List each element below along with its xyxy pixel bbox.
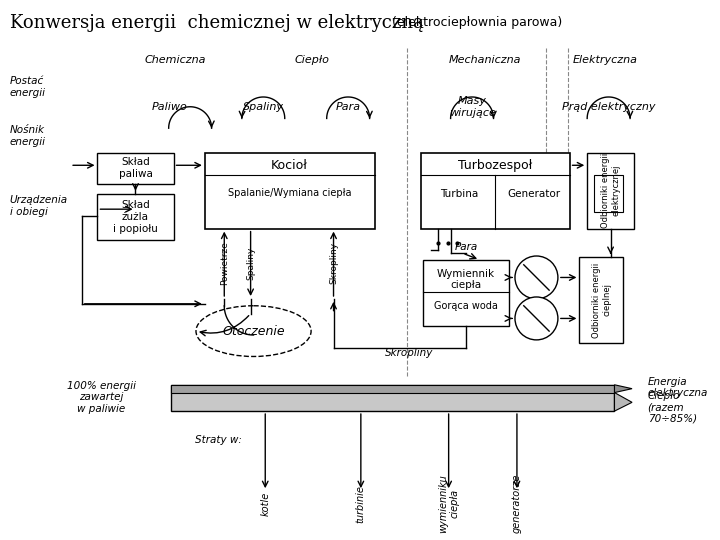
Text: Odbiorniki energii
elektrycznej: Odbiorniki energii elektrycznej [601, 153, 621, 228]
Bar [171, 385, 614, 393]
Text: Ciepło: Ciepło [294, 55, 330, 65]
Text: Paliwo: Paliwo [152, 102, 187, 112]
Text: Skład
paliwa: Skład paliwa [119, 157, 153, 179]
Circle shape [515, 297, 558, 340]
Bar [171, 385, 614, 411]
Circle shape [515, 256, 558, 299]
Text: Wymiennik
ciepła: Wymiennik ciepła [437, 268, 495, 290]
Bar [588, 153, 634, 228]
Text: Powietrze: Powietrze [220, 241, 229, 285]
Text: turbinie: turbinie [356, 485, 366, 523]
Text: Ciepło
(razem
70÷85%): Ciepło (razem 70÷85%) [648, 390, 697, 424]
Text: wymienniku
ciepła: wymienniku ciepła [438, 475, 459, 533]
Text: Prąd elektryczny: Prąd elektryczny [562, 102, 655, 112]
Text: Mechaniczna: Mechaniczna [449, 55, 521, 65]
Text: Urządzenia
i obiegi: Urządzenia i obiegi [9, 195, 68, 217]
Bar [97, 193, 174, 240]
Text: Energia
elektryczna: Energia elektryczna [648, 377, 708, 399]
Text: Kocioł: Kocioł [271, 159, 308, 172]
Text: Turbina: Turbina [440, 188, 479, 199]
Text: (elektrociepłownia parowa): (elektrociepłownia parowa) [392, 16, 562, 29]
Bar [204, 153, 375, 228]
Text: Postać
energii: Postać energii [9, 77, 45, 98]
Bar [594, 175, 624, 212]
Text: kotle: kotle [260, 491, 270, 516]
Text: Turbozespoł: Turbozespoł [459, 159, 533, 172]
Bar [97, 153, 174, 184]
Text: Para: Para [336, 102, 361, 112]
Ellipse shape [196, 306, 311, 356]
Text: Nośnik
energii: Nośnik energii [9, 125, 45, 147]
Text: 100% energii
zawartej
w paliwie: 100% energii zawartej w paliwie [67, 381, 136, 414]
Text: Gorąca woda: Gorąca woda [434, 301, 498, 310]
Text: Skład
żużla
i popiołu: Skład żużla i popiołu [113, 200, 158, 234]
Polygon shape [614, 385, 632, 393]
Polygon shape [614, 393, 632, 411]
Bar [423, 260, 509, 326]
Text: Masy
wirujące: Masy wirujące [449, 96, 495, 118]
Text: Elektryczna: Elektryczna [572, 55, 637, 65]
Text: Spaliny: Spaliny [243, 102, 284, 112]
Text: generatorze: generatorze [512, 474, 522, 534]
Bar [580, 257, 624, 343]
Text: Spaliny: Spaliny [246, 246, 255, 280]
Text: Para: Para [454, 242, 478, 252]
Text: Odbiorniki energii
cieplnej: Odbiorniki energii cieplnej [592, 262, 611, 338]
Text: Skropliny: Skropliny [329, 242, 338, 284]
Text: Skropliny: Skropliny [385, 348, 434, 357]
Text: Konwersja energii  chemicznej w elektryczną: Konwersja energii chemicznej w elektrycz… [9, 14, 423, 32]
Text: Generator: Generator [507, 188, 560, 199]
Text: Spalanie/Wymiana ciepła: Spalanie/Wymiana ciepła [228, 187, 351, 198]
Text: Chemiczna: Chemiczna [145, 55, 206, 65]
Text: Otoczenie: Otoczenie [222, 325, 285, 338]
Text: Straty w:: Straty w: [195, 435, 242, 445]
Bar [421, 153, 570, 228]
